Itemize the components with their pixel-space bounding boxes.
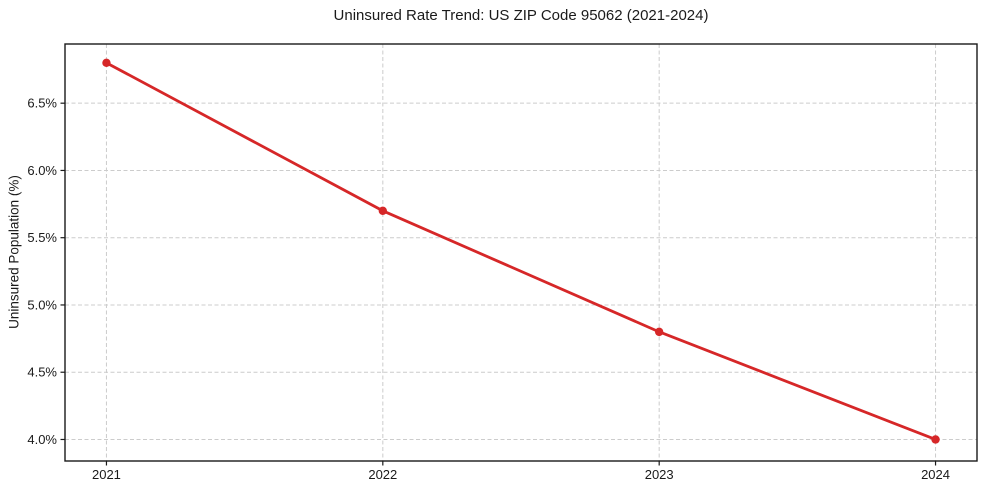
x-tick-label: 2023 bbox=[645, 467, 674, 482]
y-tick-label: 5.5% bbox=[27, 230, 57, 245]
x-tick-label: 2024 bbox=[921, 467, 950, 482]
y-tick-label: 5.0% bbox=[27, 297, 57, 312]
y-tick-label: 4.5% bbox=[27, 365, 57, 380]
data-point bbox=[654, 327, 664, 337]
x-tick-label: 2022 bbox=[368, 467, 397, 482]
y-tick-label: 6.5% bbox=[27, 96, 57, 111]
data-point bbox=[378, 206, 388, 215]
trend-line bbox=[105, 61, 937, 441]
x-tick-label: 2021 bbox=[92, 467, 121, 482]
y-tick-label: 4.0% bbox=[27, 432, 57, 447]
data-point bbox=[102, 58, 111, 68]
axes-frame bbox=[64, 43, 978, 462]
y-tick-label: 6.0% bbox=[27, 163, 57, 178]
data-point bbox=[931, 435, 940, 444]
chart-title: Uninsured Rate Trend: US ZIP Code 95062 … bbox=[333, 7, 709, 24]
